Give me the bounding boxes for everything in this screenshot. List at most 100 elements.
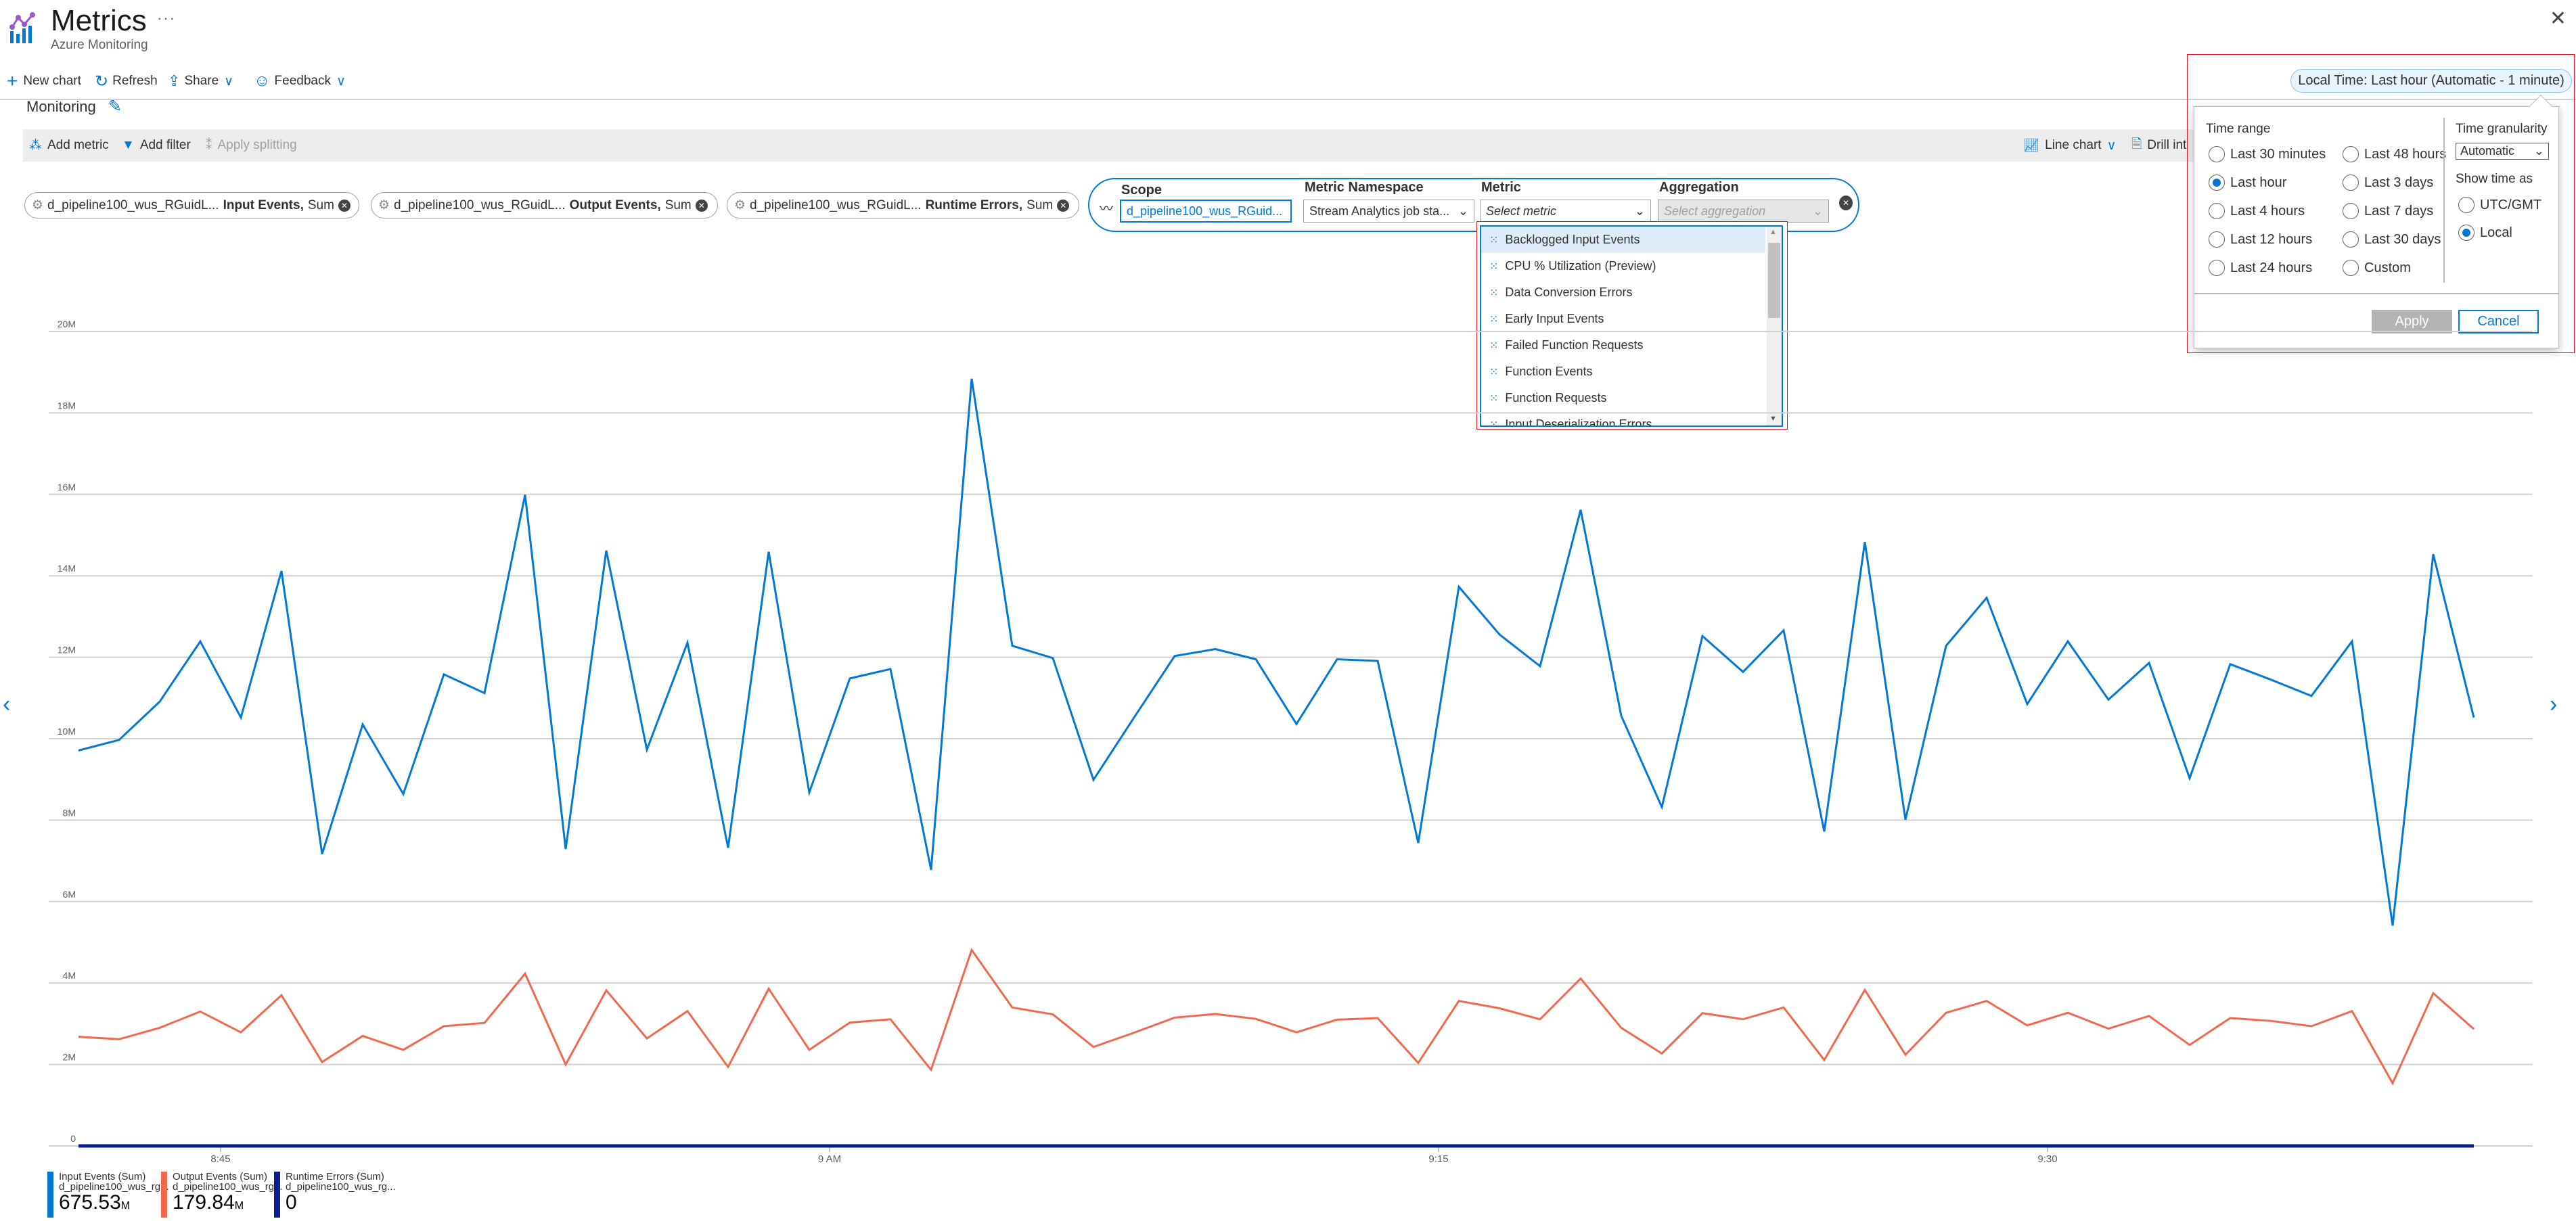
radio-time-range[interactable]: Last 7 days <box>2343 203 2433 219</box>
remove-icon[interactable]: ✕ <box>1057 199 1070 212</box>
granularity-select[interactable]: Automatic ⌄ <box>2456 143 2549 160</box>
chevron-down-icon: ∨ <box>336 74 346 89</box>
chevron-down-icon: ⌄ <box>1634 204 1645 218</box>
page-title: Metrics <box>51 4 147 37</box>
radio-button[interactable] <box>2209 260 2225 276</box>
radio-button[interactable] <box>2209 231 2225 248</box>
metric-scatter-icon: ⁙ <box>1489 313 1499 325</box>
scope-label: Scope <box>1121 183 1162 198</box>
remove-icon[interactable]: ✕ <box>695 199 708 212</box>
metric-pill-output-events[interactable]: ⚙ d_pipeline100_wus_RGuidL... Output Eve… <box>371 192 718 218</box>
radio-button[interactable] <box>2209 203 2225 219</box>
metric-option[interactable]: ⁙ Early Input Events <box>1481 306 1765 332</box>
add-metric-button[interactable]: ⁂ Add metric <box>29 137 109 154</box>
radio-time-range[interactable]: Last 3 days <box>2343 175 2433 191</box>
radio-label: Local <box>2480 225 2512 240</box>
metric-option[interactable]: ⁙ Function Events <box>1481 359 1765 385</box>
radio-label: Last 30 days <box>2364 231 2441 247</box>
add-filter-button[interactable]: ▼ Add filter <box>122 137 191 154</box>
radio-time-range[interactable]: Custom <box>2343 260 2411 276</box>
apply-button[interactable]: Apply <box>2372 310 2452 333</box>
remove-icon[interactable]: ✕ <box>338 199 351 212</box>
chevron-left-icon[interactable]: ‹ <box>3 691 11 717</box>
scroll-down-icon[interactable]: ▼ <box>1769 415 1777 423</box>
metrics-logo-icon <box>8 12 41 45</box>
metric-option[interactable]: ⁙ Data Conversion Errors <box>1481 279 1765 306</box>
line-chart-button[interactable]: 📈︎ Line chart ∨ <box>2023 137 2117 154</box>
metric-select[interactable]: Select metric ⌄ <box>1480 200 1651 223</box>
cancel-button[interactable]: Cancel <box>2458 310 2539 333</box>
close-button[interactable]: ✕ <box>2549 7 2567 30</box>
dropdown-scrollbar[interactable]: ▲ ▼ <box>1767 227 1782 425</box>
metric-pill-runtime-errors[interactable]: ⚙ d_pipeline100_wus_RGuidL... Runtime Er… <box>727 192 1079 218</box>
radio-label: Last 4 hours <box>2230 203 2305 218</box>
metric-option[interactable]: ⁙ Function Requests <box>1481 385 1765 411</box>
scrollbar-thumb[interactable] <box>1768 243 1780 318</box>
more-options-button[interactable]: ··· <box>157 9 176 26</box>
legend-item[interactable]: Output Events (Sum) d_pipeline100_wus_rg.… <box>161 1172 283 1218</box>
drill-into-label: Drill int <box>2147 138 2187 152</box>
radio-button[interactable] <box>2343 260 2359 276</box>
radio-time-range[interactable]: Last 48 hours <box>2343 146 2446 162</box>
panel-divider <box>2443 118 2445 283</box>
radio-button[interactable] <box>2458 197 2475 213</box>
drill-into-button[interactable]: 🗎︎ Drill int <box>2131 137 2186 154</box>
radio-time-range[interactable]: Last 30 days <box>2343 231 2441 248</box>
radio-local[interactable]: Local <box>2458 225 2512 241</box>
line-chart-label: Line chart <box>2045 138 2102 152</box>
metric-option[interactable]: ⁙ Backlogged Input Events <box>1481 227 1765 253</box>
radio-button[interactable] <box>2209 146 2225 162</box>
radio-time-range[interactable]: Last 4 hours <box>2209 203 2305 219</box>
aggregation-select[interactable]: Select aggregation ⌄ <box>1658 200 1829 223</box>
time-range-pill[interactable]: Local Time: Last hour (Automatic - 1 min… <box>2290 69 2572 93</box>
stream-analytics-icon: ⚙ <box>378 198 390 212</box>
radio-time-range[interactable]: Last 24 hours <box>2209 260 2312 276</box>
apply-splitting-button[interactable]: ⁑ Apply splitting <box>206 137 297 154</box>
chevron-right-icon[interactable]: › <box>2550 691 2558 717</box>
y-tick-label: 14M <box>58 563 76 574</box>
legend-item[interactable]: Runtime Errors (Sum) d_pipeline100_wus_rg… <box>274 1172 396 1218</box>
scope-value: d_pipeline100_wus_RGuid... <box>1127 204 1283 218</box>
metric-label: Metric <box>1481 180 1521 195</box>
radio-time-range[interactable]: Last 30 minutes <box>2209 146 2326 162</box>
metric-option[interactable]: ⁙ Input Deserialization Errors <box>1481 411 1765 427</box>
metric-option-label: Early Input Events <box>1505 312 1604 325</box>
add-filter-label: Add filter <box>139 138 191 152</box>
metric-scatter-icon: ⁙ <box>1489 419 1499 427</box>
metric-pill-input-events[interactable]: ⚙ d_pipeline100_wus_RGuidL... Input Even… <box>24 192 359 218</box>
feedback-button[interactable]: ☺ Feedback ∨ <box>254 72 346 91</box>
aggregation-label: Aggregation <box>1659 180 1739 195</box>
radio-button[interactable] <box>2343 203 2359 219</box>
x-tick-label: 9 AM <box>818 1153 841 1165</box>
x-tick-label: 9:30 <box>2037 1153 2057 1165</box>
namespace-select[interactable]: Stream Analytics job sta... ⌄ <box>1303 200 1474 223</box>
remove-metric-icon[interactable]: ✕ <box>1839 195 1853 210</box>
share-button[interactable]: ⇪ Share ∨ <box>168 72 233 91</box>
scope-input[interactable]: d_pipeline100_wus_RGuid... <box>1120 200 1292 223</box>
radio-time-range[interactable]: Last hour <box>2209 175 2286 191</box>
radio-button[interactable] <box>2343 146 2359 162</box>
metric-dropdown-list: ⁙ Backlogged Input Events ⁙ CPU % Utilizati… <box>1480 225 1783 427</box>
stream-analytics-icon: ⚙ <box>734 198 746 212</box>
legend-unit: M <box>234 1200 244 1212</box>
new-chart-button[interactable]: + New chart <box>7 70 81 91</box>
legend-item[interactable]: Input Events (Sum) d_pipeline100_wus_rg..… <box>47 1172 169 1218</box>
metric-option-label: Function Events <box>1505 365 1593 378</box>
radio-button[interactable] <box>2209 175 2225 191</box>
radio-time-range[interactable]: Last 12 hours <box>2209 231 2312 248</box>
metric-option-label: Backlogged Input Events <box>1505 233 1640 246</box>
time-picker-panel: Time range Last 30 minutes Last hour Last … <box>2194 95 2559 348</box>
radio-button[interactable] <box>2343 175 2359 191</box>
radio-button[interactable] <box>2458 225 2475 241</box>
metric-option[interactable]: ⁙ Failed Function Requests <box>1481 332 1765 359</box>
refresh-button[interactable]: ↻ Refresh <box>95 72 158 91</box>
pill-aggregation: Sum <box>1026 198 1054 212</box>
metric-scatter-icon: ⁙ <box>1489 234 1499 246</box>
edit-pencil-icon[interactable]: ✎ <box>108 97 122 116</box>
time-range-label: Time range <box>2206 122 2271 136</box>
radio-button[interactable] <box>2343 231 2359 248</box>
radio-utc[interactable]: UTC/GMT <box>2458 197 2541 213</box>
line-chart-icon: 📈︎ <box>2023 139 2040 153</box>
metric-option[interactable]: ⁙ CPU % Utilization (Preview) <box>1481 253 1765 279</box>
scroll-up-icon[interactable]: ▲ <box>1769 228 1777 236</box>
